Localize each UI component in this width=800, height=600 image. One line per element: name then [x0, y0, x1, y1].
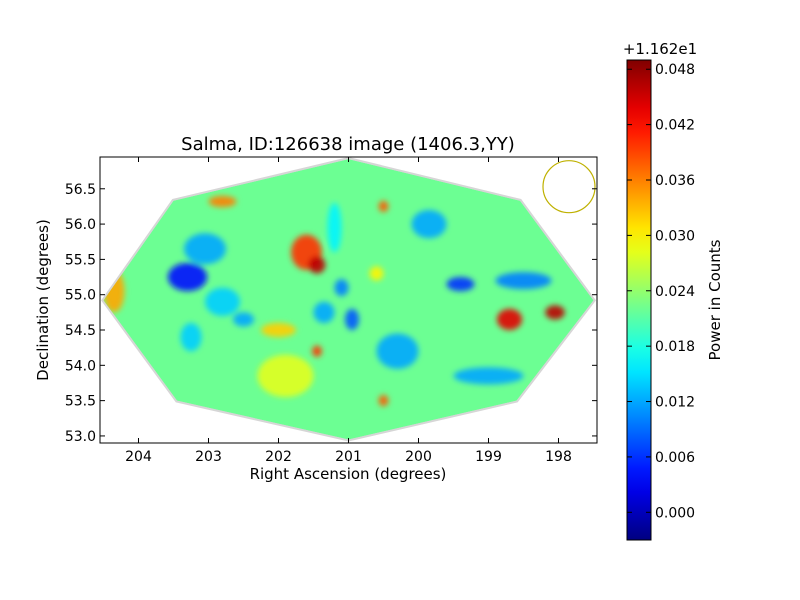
intensity-map: [103, 159, 594, 440]
x-tick-label: 201: [335, 449, 362, 465]
colorbar-tick-label: 0.024: [655, 284, 695, 300]
map-feature-2: [205, 287, 240, 316]
colorbar-tick-label: 0.030: [655, 228, 695, 244]
y-tick-label: 56.5: [65, 182, 96, 198]
map-feature-10: [313, 301, 335, 323]
colorbar-gradient: [626, 59, 652, 541]
y-tick-label: 55.0: [65, 288, 96, 304]
map-feature-25: [369, 266, 384, 281]
map-feature-17: [495, 272, 552, 290]
y-tick-label: 53.5: [65, 394, 96, 410]
x-tick-label: 202: [265, 449, 292, 465]
x-tick-label: 203: [195, 449, 222, 465]
colorbar-tick-label: 0.012: [655, 395, 695, 411]
y-tick-label: 54.0: [65, 358, 96, 374]
colorbar: 0.000 0.006 0.012 0.018 0.024 0.030 0.036 0.042…: [623, 40, 724, 541]
map-feature-14: [312, 345, 322, 357]
map-feature-21: [453, 367, 524, 385]
x-tick-label: 198: [545, 449, 572, 465]
colorbar-tick-label: 0.036: [655, 173, 695, 189]
chart-title: Salma, ID:126638 image (1406.3,YY): [181, 134, 515, 155]
map-feature-12: [327, 202, 342, 253]
x-axis-label: Right Ascension (degrees): [250, 465, 447, 483]
colorbar-tick-label: 0.000: [655, 505, 695, 521]
y-axis: 53.0 53.5 54.0 54.5 55.0 55.5 56.0 56.5: [65, 182, 597, 445]
plot-area: [100, 157, 597, 443]
y-axis-label: Declination (degrees): [34, 219, 52, 381]
colorbar-tick-label: 0.006: [655, 450, 695, 466]
x-axis: 204 203 202 201 200 199 198: [125, 157, 572, 465]
map-feature-11: [345, 308, 359, 330]
colorbar-label: Power in Counts: [706, 239, 724, 360]
x-tick-label: 204: [125, 449, 152, 465]
map-feature-19: [545, 305, 565, 320]
map-feature-3: [233, 312, 254, 327]
x-tick-label: 199: [475, 449, 502, 465]
colorbar-offset-label: +1.162e1: [623, 40, 697, 58]
map-feature-0: [167, 262, 208, 292]
y-tick-label: 54.5: [65, 323, 96, 339]
map-feature-20: [376, 333, 419, 369]
map-feature-24: [257, 354, 314, 398]
map-feature-15: [378, 395, 389, 407]
colorbar-tick-label: 0.048: [655, 62, 695, 78]
colorbar-ticks: 0.000 0.006 0.012 0.018 0.024 0.030 0.036 0.042…: [627, 62, 695, 521]
map-feature-13: [378, 200, 389, 212]
x-tick-label: 200: [405, 449, 432, 465]
beam-circle: [542, 160, 596, 214]
colorbar-tick-label: 0.018: [655, 339, 695, 355]
map-feature-18: [496, 308, 523, 330]
map-feature-4: [180, 323, 202, 352]
map-feature-6: [308, 256, 326, 274]
map-feature-8: [261, 322, 296, 338]
colorbar-tick-label: 0.042: [655, 118, 695, 134]
y-tick-label: 55.5: [65, 252, 96, 268]
y-tick-label: 53.0: [65, 429, 96, 445]
map-feature-9: [334, 279, 349, 297]
map-feature-1: [184, 233, 226, 265]
map-feature-7: [208, 195, 237, 208]
map-feature-23: [411, 210, 447, 239]
map-feature-16: [446, 277, 475, 292]
y-tick-label: 56.0: [65, 217, 96, 233]
